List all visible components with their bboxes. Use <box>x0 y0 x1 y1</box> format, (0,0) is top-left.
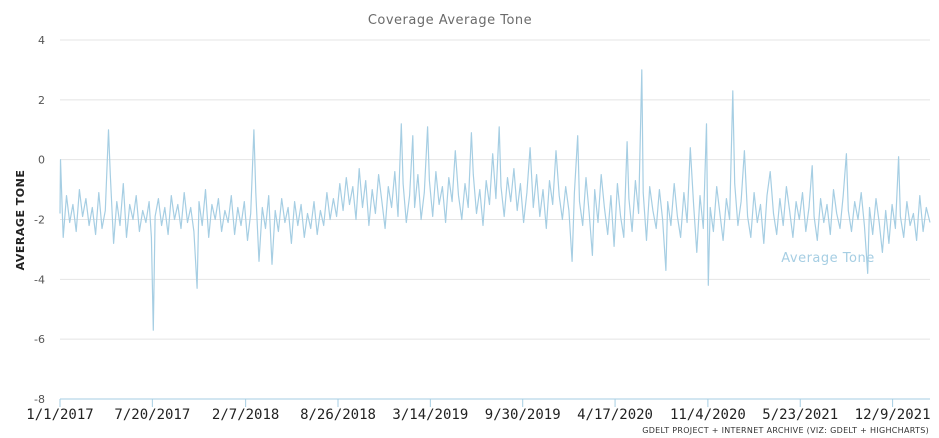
y-tick-label: 2 <box>38 94 45 107</box>
y-axis-label: AVERAGE TONE <box>14 170 27 271</box>
y-tick-label: 0 <box>38 154 45 167</box>
y-axis-ticks: 4 2 0 -2 -4 -6 -8 <box>34 34 45 406</box>
y-tick-label: -2 <box>34 214 45 227</box>
x-axis-ticks: 1/1/2017 7/20/2017 2/7/2018 8/26/2018 3/14/2… <box>26 399 931 423</box>
y-tick-label: -4 <box>34 273 45 286</box>
x-tick-label: 4/17/2020 <box>577 407 653 423</box>
series-label: Average Tone <box>781 251 874 266</box>
x-tick-label: 11/4/2020 <box>670 407 746 423</box>
x-tick-label: 12/9/2021 <box>855 407 931 423</box>
x-tick-label: 5/23/2021 <box>762 407 838 423</box>
y-tick-label: -6 <box>34 333 45 346</box>
x-tick-label: 8/26/2018 <box>300 407 376 423</box>
average-tone-series-line <box>59 69 931 331</box>
x-tick-label: 7/20/2017 <box>114 407 190 423</box>
x-tick-label: 2/7/2018 <box>212 407 279 423</box>
x-tick-label: 1/1/2017 <box>26 407 93 423</box>
x-tick-label: 3/14/2019 <box>392 407 468 423</box>
y-tick-label: -8 <box>34 393 45 406</box>
x-tick-label: 9/30/2019 <box>485 407 561 423</box>
y-tick-label: 4 <box>38 34 45 47</box>
chart-title: Coverage Average Tone <box>368 13 532 28</box>
chart-credits: GDELT PROJECT + INTERNET ARCHIVE (VIZ: G… <box>642 426 929 435</box>
